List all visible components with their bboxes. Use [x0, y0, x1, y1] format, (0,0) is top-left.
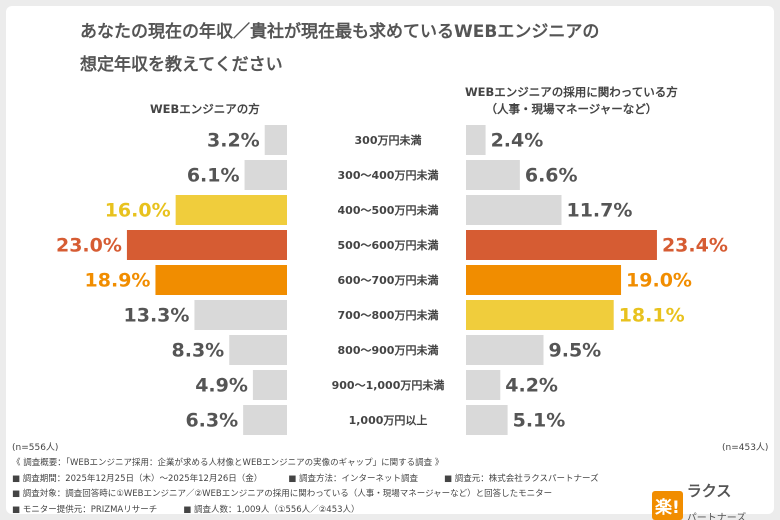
logo: 楽! ラクス パートナーズ [652, 470, 746, 520]
category-label: 900～1,000万円未満 [332, 378, 445, 392]
value-label: 3.2% [207, 130, 260, 152]
chart-title: あなたの現在の年収／貴社が現在最も求めているWEBエンジニアの 想定年収を教えて… [80, 22, 600, 75]
sample-note: (n=556人) [12, 443, 59, 453]
value-label: 18.1% [619, 305, 685, 327]
value-label: 23.0% [56, 235, 122, 257]
bar [466, 195, 562, 225]
footnote: ■ 調査人数：1,009人（①556人／②453人） [183, 504, 360, 515]
bar [466, 265, 622, 295]
bar [466, 300, 614, 330]
value-label: 23.4% [662, 235, 728, 257]
legend-entry: WEBエンジニアの採用に関わっている方 （人事・現場マネージャーなど） [465, 85, 678, 116]
footnote-row: 《 調査概要：「WEBエンジニア採用：企業が求める人材像とWEBエンジニアの実像… [12, 456, 625, 472]
category-label: 300万円未満 [355, 133, 422, 147]
footnote: ■ 調査対象：調査回答時に①WEBエンジニア／②WEBエンジニアの採用に関わって… [12, 489, 553, 499]
bar [252, 370, 287, 400]
footnotes: 《 調査概要：「WEBエンジニア採用：企業が求める人材像とWEBエンジニアの実像… [12, 456, 625, 518]
legend-entry: WEBエンジニアの方 [150, 102, 260, 116]
category-label: 500～600万円未満 [338, 238, 439, 252]
value-label: 6.6% [525, 165, 578, 187]
footnote: ■ 調査元：株式会社ラクスパートナーズ [444, 473, 599, 484]
category-label: 800～900万円未満 [338, 343, 439, 357]
value-label: 5.1% [513, 410, 566, 432]
value-label: 4.9% [195, 375, 248, 397]
value-label: 6.1% [187, 165, 240, 187]
category-label: 600～700万円未満 [338, 273, 439, 287]
value-label: 6.3% [185, 410, 238, 432]
value-label: 2.4% [491, 130, 544, 152]
bar [155, 265, 287, 295]
footnote: ■ モニター提供元：PRIZMAリサーチ [12, 504, 158, 515]
footnote: ■ 調査期間：2025年12月25日（木）～2025年12月26日（金） [12, 473, 263, 484]
sample-note: (n=453人) [722, 443, 769, 453]
footnote-row: ■ モニター提供元：PRIZMAリサーチ ■ 調査人数：1,009人（①556人／… [12, 503, 625, 519]
category-label: 400～500万円未満 [338, 203, 439, 217]
footnote-row: ■ 調査期間：2025年12月25日（木）～2025年12月26日（金） ■ 調査… [12, 472, 625, 488]
logo-text: ラクス パートナーズ [687, 470, 747, 520]
bar [194, 300, 287, 330]
bar [126, 230, 287, 260]
value-label: 11.7% [566, 200, 632, 222]
value-label: 9.5% [549, 340, 602, 362]
value-label: 19.0% [626, 270, 692, 292]
footnote: 《 調査概要：「WEBエンジニア採用：企業が求める人材像とWEBエンジニアの実像… [12, 458, 444, 468]
bar [244, 160, 287, 190]
value-label: 8.3% [172, 340, 225, 362]
bar [466, 405, 508, 435]
bar [466, 160, 520, 190]
bar [175, 195, 287, 225]
bar [264, 125, 287, 155]
bar [466, 335, 544, 365]
bar [229, 335, 287, 365]
category-label: 1,000万円以上 [349, 413, 428, 427]
category-label: 700～800万円未満 [338, 308, 439, 322]
footnote-row: ■ 調査対象：調査回答時に①WEBエンジニア／②WEBエンジニアの採用に関わって… [12, 487, 625, 503]
bar [466, 370, 501, 400]
bar [466, 230, 657, 260]
logo-mark: 楽! [652, 490, 683, 520]
value-label: 16.0% [105, 200, 171, 222]
value-label: 18.9% [85, 270, 151, 292]
category-label: 300～400万円未満 [338, 168, 439, 182]
bar [243, 405, 287, 435]
footnote: ■ 調査方法：インターネット調査 [288, 473, 419, 484]
value-label: 13.3% [124, 305, 190, 327]
logo-name: ラクス [686, 482, 732, 500]
bar [466, 125, 486, 155]
logo-sub: パートナーズ [686, 513, 747, 520]
value-label: 4.2% [505, 375, 558, 397]
